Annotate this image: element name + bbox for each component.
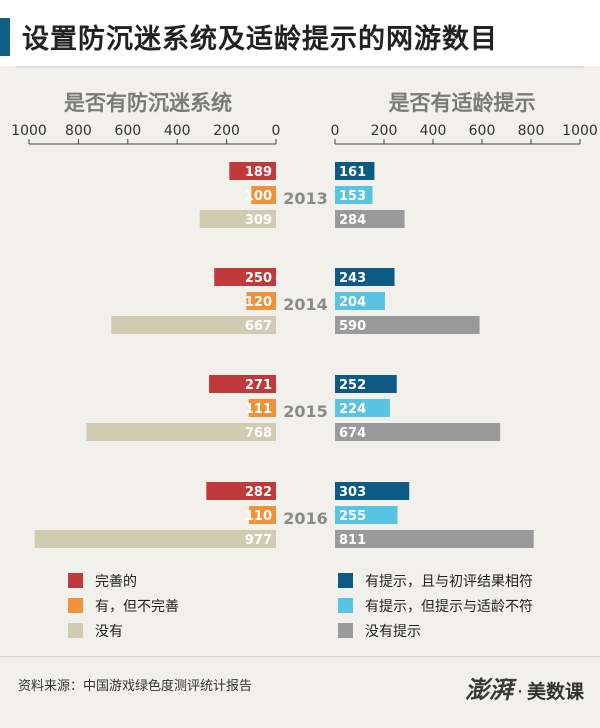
right-bar-value-label: 204 xyxy=(339,295,366,310)
right-bar-value-label: 161 xyxy=(339,165,366,180)
year-label: 2015 xyxy=(283,402,328,421)
brand-logo: 澎湃 · 美数课 xyxy=(465,670,584,705)
left-bar-value-label: 110 xyxy=(245,509,272,524)
legend-label: 没有提示 xyxy=(365,624,421,640)
right-bar xyxy=(335,506,398,524)
legend-label: 完善的 xyxy=(95,574,137,590)
left-bar-value-label: 189 xyxy=(245,165,272,180)
title-bar: 设置防沉迷系统及适龄提示的网游数目 xyxy=(0,0,600,66)
right-bar xyxy=(335,399,390,417)
right-bar-value-label: 284 xyxy=(339,213,366,228)
year-label: 2016 xyxy=(283,509,328,528)
right-bar xyxy=(335,316,480,334)
left-bar-value-label: 667 xyxy=(245,319,272,334)
right-bar xyxy=(335,186,373,204)
right-bar-value-label: 243 xyxy=(339,271,366,286)
right-bar-value-label: 303 xyxy=(339,485,366,500)
left-tick-label: 200 xyxy=(213,123,240,139)
legend-swatch xyxy=(338,623,353,638)
right-bar xyxy=(335,375,397,393)
right-panel-title: 是否有适龄提示 xyxy=(389,91,536,115)
left-bar xyxy=(206,482,276,500)
right-bar xyxy=(335,482,410,500)
legend-swatch xyxy=(338,598,353,613)
left-bar-value-label: 100 xyxy=(245,189,272,204)
title-divider xyxy=(16,66,584,68)
left-bar xyxy=(229,162,276,180)
right-bar-value-label: 811 xyxy=(339,533,366,548)
right-bar-value-label: 590 xyxy=(339,319,366,334)
right-bar-value-label: 674 xyxy=(339,426,366,441)
footer-divider xyxy=(0,656,600,657)
legend-swatch xyxy=(68,573,83,588)
legend-swatch xyxy=(338,573,353,588)
butterfly-chart: 是否有防沉迷系统 是否有适龄提示 1000 800 600 400 200 0 0 200 400 6… xyxy=(11,91,598,548)
left-bar xyxy=(248,506,276,524)
left-bar xyxy=(34,530,276,548)
right-tick-label: 800 xyxy=(518,123,545,139)
brand-logo-mark: 澎湃 xyxy=(464,675,513,704)
right-bar-value-label: 153 xyxy=(339,189,366,204)
right-bar xyxy=(335,210,405,228)
year-label: 2014 xyxy=(283,295,328,314)
legend-label: 有提示，且与初评结果相符 xyxy=(365,574,533,590)
legend-label: 没有 xyxy=(95,624,123,640)
title-accent xyxy=(0,18,10,56)
right-bar xyxy=(335,292,385,310)
right-bar xyxy=(335,268,395,286)
left-bar xyxy=(111,316,276,334)
left-bar-value-label: 111 xyxy=(245,402,272,417)
legend-swatch xyxy=(68,598,83,613)
year-label: 2013 xyxy=(283,189,328,208)
left-tick-label: 800 xyxy=(65,123,92,139)
right-tick-label: 1000 xyxy=(562,123,598,139)
left-tick-label: 400 xyxy=(164,123,191,139)
right-tick-label: 600 xyxy=(469,123,496,139)
left-bar xyxy=(251,186,276,204)
left-bar xyxy=(209,375,276,393)
left-bar-value-label: 309 xyxy=(245,213,272,228)
right-bar xyxy=(335,530,534,548)
left-bar xyxy=(246,292,276,310)
left-bar-value-label: 120 xyxy=(245,295,272,310)
left-bar-value-label: 282 xyxy=(245,485,272,500)
left-bar-value-label: 768 xyxy=(245,426,272,441)
chart-title: 设置防沉迷系统及适龄提示的网游数目 xyxy=(22,24,498,55)
right-bar xyxy=(335,423,501,441)
legend-label: 有，但不完善 xyxy=(95,599,179,615)
left-tick-label: 0 xyxy=(272,123,281,139)
right-tick-label: 400 xyxy=(420,123,447,139)
right-bar-value-label: 224 xyxy=(339,402,366,417)
right-bar xyxy=(335,162,375,180)
left-bar xyxy=(199,210,276,228)
right-bar-value-label: 252 xyxy=(339,378,366,393)
legend-label: 有提示，但提示与适龄不符 xyxy=(365,599,533,615)
left-panel-title: 是否有防沉迷系统 xyxy=(64,91,232,115)
right-bar-value-label: 255 xyxy=(339,509,366,524)
left-bar-value-label: 250 xyxy=(245,271,272,286)
left-bar xyxy=(214,268,276,286)
left-tick-label: 1000 xyxy=(11,123,47,139)
source-note: 资料来源：中国游戏绿色度测评统计报告 xyxy=(18,679,253,694)
right-tick-label: 200 xyxy=(371,123,398,139)
left-bar-value-label: 977 xyxy=(245,533,272,548)
left-bar xyxy=(248,399,276,417)
right-tick-label: 0 xyxy=(331,123,340,139)
brand-separator: · xyxy=(516,681,523,703)
brand-column-name: 美数课 xyxy=(526,681,584,703)
legend-swatch xyxy=(68,623,83,638)
left-bar xyxy=(86,423,276,441)
left-tick-label: 600 xyxy=(114,123,141,139)
left-bar-value-label: 271 xyxy=(245,378,272,393)
